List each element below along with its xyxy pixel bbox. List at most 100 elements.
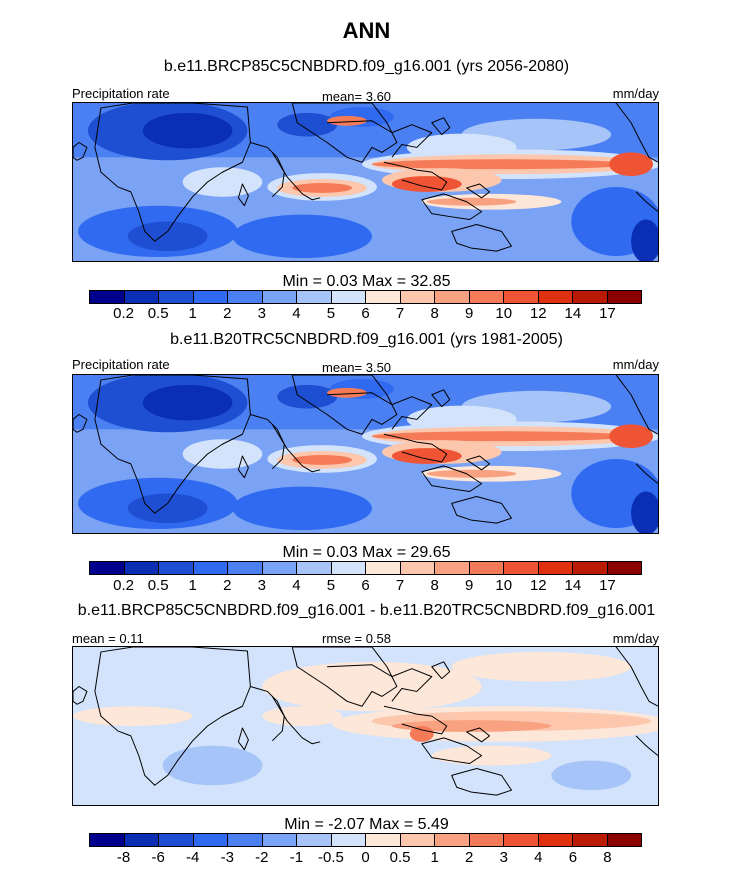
panel-title-2: b.e11.B20TRC5CNBDRD.f09_g16.001 (yrs 198… xyxy=(170,331,563,348)
colorbar-tick-label: 0.5 xyxy=(147,305,169,322)
colorbar-tick-label: 2 xyxy=(223,305,232,322)
map-canvas xyxy=(73,647,658,805)
colorbar-tick-label: 6 xyxy=(568,849,578,866)
colorbar-tick-label: 5 xyxy=(326,305,336,322)
page-title: ANN xyxy=(342,18,391,43)
colorbar-swatch xyxy=(228,834,263,846)
colorbar-tick-label: 6 xyxy=(361,577,370,594)
colorbar-swatch xyxy=(400,834,435,846)
colorbar-swatch xyxy=(90,562,125,574)
colorbar-swatch xyxy=(469,834,504,846)
colorbar-tick-label: 1 xyxy=(188,305,197,322)
colorbar-swatch xyxy=(538,834,573,846)
colorbar-tick-label: 6 xyxy=(361,305,370,322)
colorbar-2 xyxy=(89,561,642,575)
colorbar-tick-label: 5 xyxy=(326,577,336,594)
panel-title-3: b.e11.BRCP85C5CNBDRD.f09_g16.001 - b.e11… xyxy=(77,602,656,619)
colorbar-swatch xyxy=(297,291,332,303)
colorbar-tick-label: 10 xyxy=(495,305,513,322)
difference-map xyxy=(72,646,659,806)
colorbar-swatch xyxy=(573,291,608,303)
map-canvas xyxy=(73,375,658,533)
panel-mean-label-2: mean= 3.50 xyxy=(322,360,392,375)
colorbar-3 xyxy=(89,833,642,847)
colorbar-swatch xyxy=(90,291,125,303)
colorbar-swatch xyxy=(124,291,159,303)
colorbar-tick-label: 12 xyxy=(529,577,547,594)
colorbar-swatch xyxy=(124,834,159,846)
minmax-label-1: Min = 0.03 Max = 32.85 xyxy=(282,273,451,290)
colorbar-tick-label: -3 xyxy=(220,849,234,866)
panel-mean-label-3: mean = 0.11 xyxy=(72,631,144,646)
panel-units-label-3: mm/day xyxy=(612,631,659,646)
minmax-label-3: Min = -2.07 Max = 5.49 xyxy=(284,816,449,833)
colorbar-ticks-2: 0.2 0.5 1 2 3 4 5 6 7 8 9 10 12 14 17 xyxy=(89,577,642,595)
colorbar-tick-label: 9 xyxy=(465,305,474,322)
colorbar-tick-label: 1 xyxy=(430,849,439,866)
colorbar-swatch xyxy=(366,291,401,303)
colorbar-tick-label: 4 xyxy=(292,305,301,322)
colorbar-tick-label: 0.5 xyxy=(389,849,411,866)
colorbar-swatch xyxy=(262,834,297,846)
colorbar-swatch xyxy=(297,562,332,574)
colorbar-tick-label: 14 xyxy=(564,577,582,594)
panel-title-1: b.e11.BRCP85C5CNBDRD.f09_g16.001 (yrs 20… xyxy=(163,58,570,75)
colorbar-swatch xyxy=(435,834,470,846)
colorbar-swatch xyxy=(538,562,573,574)
minmax-label-2: Min = 0.03 Max = 29.65 xyxy=(282,544,451,561)
colorbar-swatch xyxy=(331,562,366,574)
colorbar-swatch xyxy=(228,291,263,303)
colorbar-tick-label: 0.2 xyxy=(113,577,134,594)
coastline xyxy=(73,103,658,252)
colorbar-tick-label: 4 xyxy=(534,849,543,866)
colorbar-tick-label: 7 xyxy=(395,577,405,594)
colorbar-swatch xyxy=(331,834,366,846)
colorbar-tick-label: -0.5 xyxy=(318,849,344,866)
colorbar-tick-label: 14 xyxy=(564,305,582,322)
colorbar-tick-label: -1 xyxy=(289,849,304,866)
colorbar-swatch xyxy=(159,291,194,303)
colorbar-swatch xyxy=(159,834,194,846)
colorbar-tick-label: 8 xyxy=(430,577,439,594)
colorbar-tick-label: 0.2 xyxy=(113,305,134,322)
colorbar-swatch xyxy=(366,834,401,846)
colorbar-tick-label: 9 xyxy=(465,577,474,594)
colorbar-swatch xyxy=(504,562,539,574)
colorbar-swatch xyxy=(366,562,401,574)
colorbar-swatch xyxy=(90,834,125,846)
panel-units-label-2: mm/day xyxy=(612,357,659,372)
colorbar-swatch xyxy=(124,562,159,574)
colorbar-tick-label: 17 xyxy=(599,305,616,322)
coastline xyxy=(73,647,658,796)
colorbar-tick-label: 17 xyxy=(599,577,616,594)
colorbar-tick-label: 3 xyxy=(257,577,266,594)
colorbar-swatch xyxy=(193,834,228,846)
map-canvas xyxy=(73,103,658,261)
colorbar-swatch xyxy=(469,291,504,303)
colorbar-swatch xyxy=(469,562,504,574)
colorbar-swatch xyxy=(262,291,297,303)
colorbar-swatch xyxy=(159,562,194,574)
panel-left-label-2: Precipitation rate xyxy=(72,357,170,372)
colorbar-swatch xyxy=(331,291,366,303)
colorbar-ticks-1: 0.2 0.5 1 2 3 4 5 6 7 8 9 10 12 14 17 xyxy=(89,305,642,323)
colorbar-tick-label: 7 xyxy=(395,305,405,322)
colorbar-swatch xyxy=(400,562,435,574)
colorbar-tick-label: -6 xyxy=(151,849,165,866)
colorbar-tick-label: 12 xyxy=(529,305,547,322)
coastline xyxy=(73,375,658,524)
colorbar-swatch xyxy=(228,562,263,574)
colorbar-swatch xyxy=(297,834,332,846)
colorbar-tick-label: 8 xyxy=(603,849,612,866)
colorbar-tick-label: 3 xyxy=(257,305,266,322)
colorbar-tick-label: 0 xyxy=(361,849,370,866)
colorbar-swatch xyxy=(435,562,470,574)
colorbar-swatch xyxy=(262,562,297,574)
colorbar-swatch xyxy=(193,562,228,574)
colorbar-ticks-3: -8 -6 -4 -3 -2 -1 -0.5 0 0.5 1 2 3 4 6 8 xyxy=(89,849,642,867)
colorbar-tick-label: -4 xyxy=(186,849,200,866)
colorbar-swatch xyxy=(538,291,573,303)
colorbar-tick-label: 8 xyxy=(430,305,439,322)
precip-map-1 xyxy=(72,102,659,262)
colorbar-swatch xyxy=(607,291,641,303)
